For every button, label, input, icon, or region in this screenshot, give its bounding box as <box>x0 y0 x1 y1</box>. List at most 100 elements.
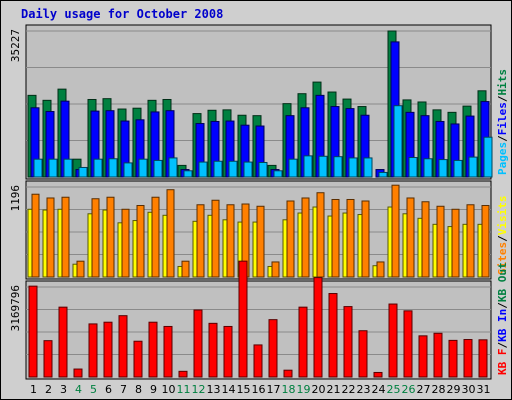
bar-hits-files-pages-pages-day-11 <box>183 170 193 178</box>
bar-hits-files-pages-pages-day-21 <box>333 156 343 178</box>
x-tick-label-day-28: 28 <box>432 383 446 396</box>
bar-hits-files-pages-pages-day-5 <box>93 158 103 178</box>
bar-hits-files-pages-pages-day-24 <box>378 171 388 178</box>
bar-hits-files-pages-pages-day-16 <box>258 161 268 178</box>
x-tick-label-day-6: 6 <box>105 383 112 396</box>
bar-kbin-kbout-kb-f-day-22 <box>343 306 353 378</box>
bar-kbin-kbout-kb-f-day-5 <box>88 323 98 378</box>
bar-hits-files-pages-pages-day-22 <box>348 157 358 178</box>
x-tick-label-day-4: 4 <box>75 383 82 396</box>
x-tick-label-day-16: 16 <box>252 383 266 396</box>
bar-kbin-kbout-kb-f-day-28 <box>433 332 443 378</box>
bar-hits-files-pages-pages-day-15 <box>243 161 253 178</box>
bar-hits-files-pages-pages-day-2 <box>48 158 58 178</box>
bar-hits-files-pages-pages-day-3 <box>63 158 73 178</box>
bar-kbin-kbout-kb-f-day-19 <box>298 306 308 378</box>
bar-kbin-kbout-kb-f-day-29 <box>448 339 458 378</box>
x-tick-label-day-15: 15 <box>237 383 251 396</box>
x-tick-label-day-22: 22 <box>342 383 356 396</box>
bar-hits-files-pages-pages-day-9 <box>153 159 163 178</box>
panel-kbin-kbout-ymax-label: 3169796 <box>9 285 22 331</box>
bar-kbin-kbout-kb-f-day-20 <box>313 277 323 378</box>
bar-hits-files-pages-pages-day-30 <box>468 156 478 178</box>
bar-kbin-kbout-kb-f-day-31 <box>478 339 488 378</box>
bar-visits-sites-sites-day-14 <box>226 204 235 278</box>
bar-hits-files-pages-pages-day-14 <box>228 160 238 178</box>
x-tick-label-day-20: 20 <box>312 383 326 396</box>
bar-hits-files-pages-pages-day-23 <box>363 157 373 178</box>
legend-entry-3: KB In <box>496 309 509 342</box>
bar-kbin-kbout-kb-f-day-2 <box>43 340 53 378</box>
bar-kbin-kbout-kb-f-day-25 <box>388 303 398 378</box>
legend-entry-1: Pages <box>496 142 509 175</box>
bar-kbin-kbout-kb-f-day-10 <box>163 325 173 378</box>
legend-entry-4: / <box>496 302 509 309</box>
bar-kbin-kbout-kb-f-day-17 <box>268 319 278 378</box>
legend-entry-1: KB F <box>496 349 509 376</box>
bar-visits-sites-sites-day-5 <box>91 198 100 278</box>
x-tick-label-day-23: 23 <box>357 383 371 396</box>
panel-visits-sites-ymax-label: 1196 <box>9 185 22 212</box>
panel-kbin-kbout-legend: KB F/KB In/KB Out <box>496 262 509 375</box>
bar-hits-files-pages-pages-day-7 <box>123 162 133 178</box>
x-tick-label-day-1: 1 <box>30 383 37 396</box>
panel-visits-sites-legend: Sites/Visits <box>496 196 509 276</box>
bar-visits-sites-sites-day-19 <box>301 197 310 278</box>
bar-visits-sites-sites-day-1 <box>31 193 40 278</box>
bar-kbin-kbout-kb-f-day-12 <box>193 309 203 378</box>
bar-visits-sites-sites-day-10 <box>166 189 175 278</box>
bar-hits-files-pages-pages-day-18 <box>288 158 298 178</box>
x-tick-label-day-21: 21 <box>327 383 341 396</box>
bar-hits-files-pages-pages-day-17 <box>273 170 283 178</box>
bar-visits-sites-sites-day-30 <box>466 204 475 278</box>
x-tick-label-day-5: 5 <box>90 383 97 396</box>
bar-kbin-kbout-kb-f-day-14 <box>223 325 233 378</box>
bar-kbin-kbout-kb-f-day-27 <box>418 335 428 378</box>
bar-visits-sites-sites-day-12 <box>196 204 205 278</box>
bar-kbin-kbout-kb-f-day-8 <box>133 340 143 378</box>
bar-visits-sites-sites-day-29 <box>451 208 460 278</box>
bar-visits-sites-sites-day-8 <box>136 205 145 278</box>
bar-kbin-kbout-kb-f-day-6 <box>103 321 113 378</box>
legend-entry-4: / <box>496 95 509 102</box>
panel-hits-files-pages-ymax-label: 35227 <box>9 29 22 62</box>
x-tick-label-day-9: 9 <box>150 383 157 396</box>
bar-hits-files-pages-pages-day-6 <box>108 158 118 178</box>
bar-visits-sites-sites-day-24 <box>376 261 385 278</box>
bar-kbin-kbout-kb-f-day-7 <box>118 315 128 378</box>
bar-kbin-kbout-kb-f-day-21 <box>328 293 338 378</box>
x-tick-label-day-25: 25 <box>387 383 401 396</box>
bar-kbin-kbout-kb-f-day-3 <box>58 306 68 378</box>
bar-kbin-kbout-kb-f-day-30 <box>463 339 473 378</box>
bar-hits-files-pages-pages-day-13 <box>213 160 223 178</box>
x-tick-label-day-7: 7 <box>120 383 127 396</box>
bar-kbin-kbout-kb-f-day-24 <box>373 371 383 378</box>
bar-visits-sites-sites-day-22 <box>346 198 355 278</box>
bar-visits-sites-sites-day-25 <box>391 184 400 278</box>
x-tick-label-day-27: 27 <box>417 383 431 396</box>
x-tick-label-day-13: 13 <box>207 383 221 396</box>
bar-visits-sites-sites-day-6 <box>106 196 115 278</box>
legend-entry-1: Sites <box>496 242 509 275</box>
x-tick-label-day-10: 10 <box>162 383 176 396</box>
x-tick-label-day-26: 26 <box>402 383 416 396</box>
bar-visits-sites-sites-day-31 <box>481 205 490 278</box>
panel-hits-files-pages-legend: Pages/Files/Hits <box>496 69 509 175</box>
bar-visits-sites-sites-day-26 <box>406 197 415 278</box>
bar-kbin-kbout-kb-f-day-13 <box>208 322 218 378</box>
bar-kbin-kbout-kb-f-day-23 <box>358 330 368 378</box>
bar-hits-files-pages-pages-day-1 <box>33 158 43 178</box>
bar-visits-sites-sites-day-27 <box>421 201 430 278</box>
bar-visits-sites-sites-day-17 <box>271 261 280 278</box>
bar-kbin-kbout-kb-f-day-16 <box>253 344 263 378</box>
bar-visits-sites-sites-day-23 <box>361 200 370 278</box>
bar-visits-sites-sites-day-2 <box>46 197 55 278</box>
x-tick-label-day-30: 30 <box>462 383 476 396</box>
bar-hits-files-pages-pages-day-10 <box>168 157 178 178</box>
chart-title: Daily usage for October 2008 <box>21 7 224 21</box>
bar-visits-sites-sites-day-21 <box>331 198 340 278</box>
legend-entry-2: / <box>496 135 509 142</box>
legend-entry-2: / <box>496 235 509 242</box>
